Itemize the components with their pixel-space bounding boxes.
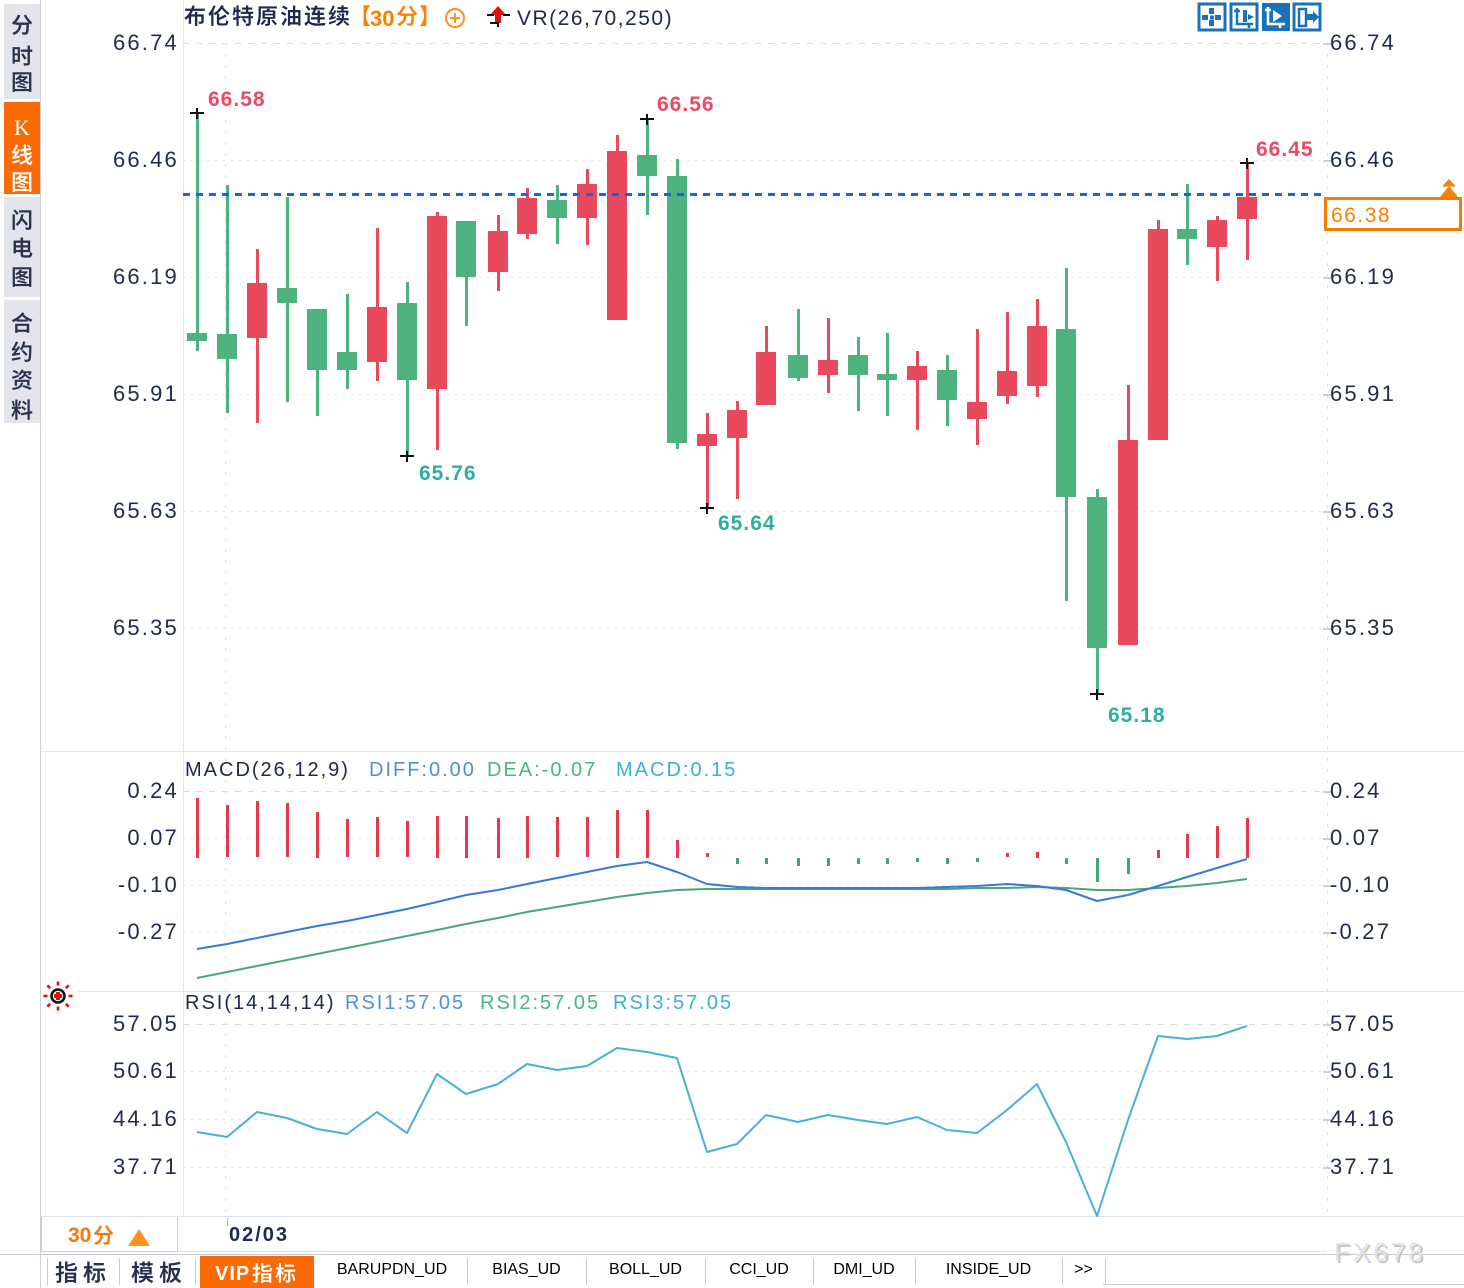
- svg-text:K: K: [14, 115, 30, 140]
